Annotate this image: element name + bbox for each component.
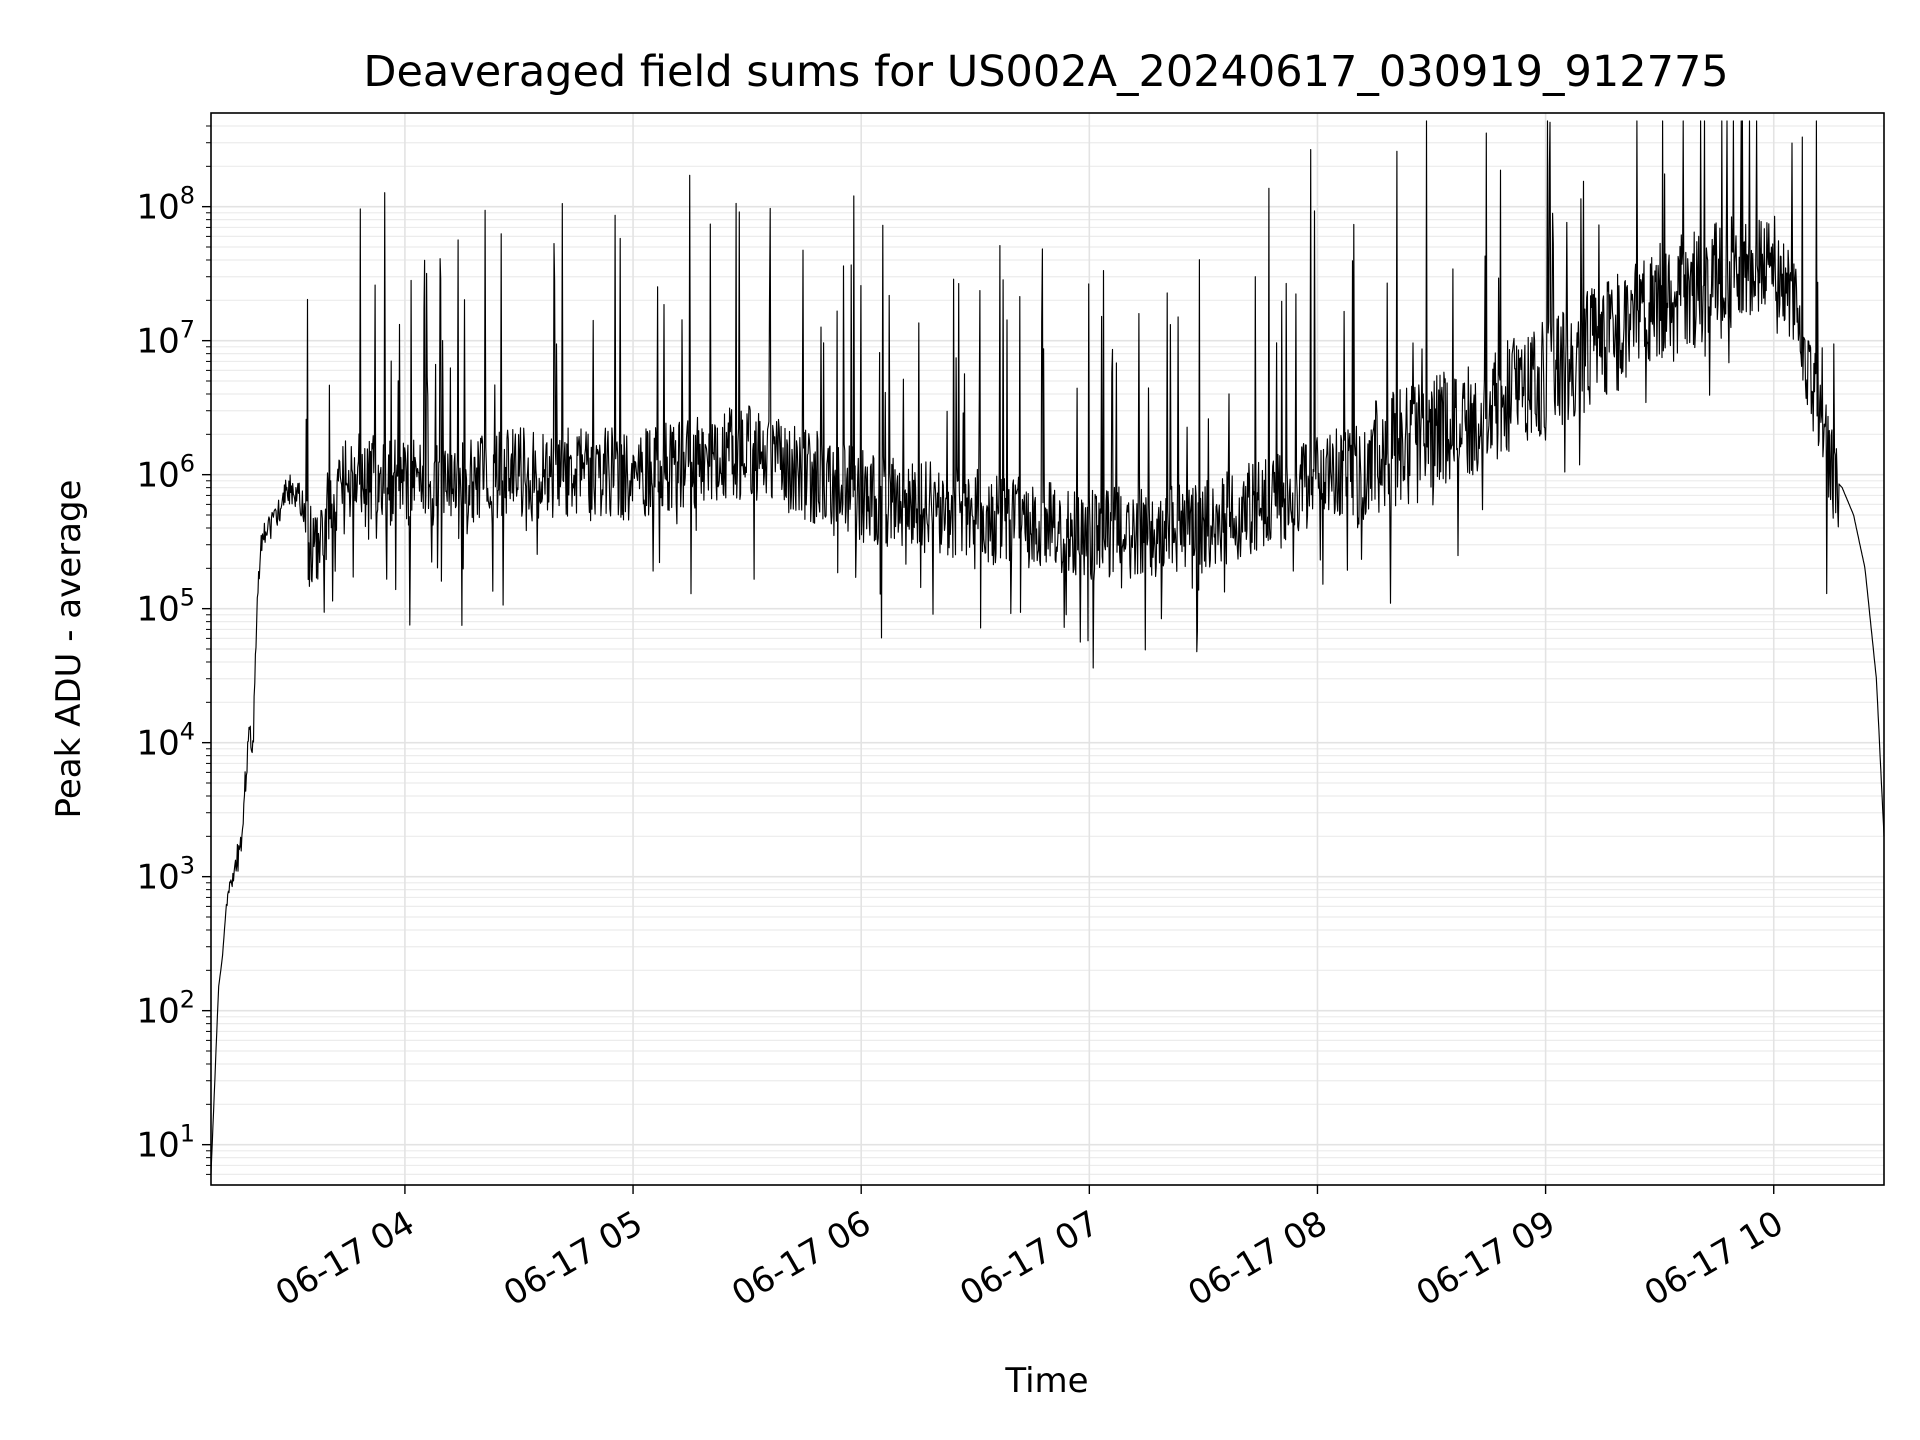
y-tick-label: 103 [136,852,195,898]
x-tick-label: 06-17 09 [1410,1203,1562,1314]
x-tick-label: 06-17 06 [725,1203,877,1314]
chart-title: Deaveraged field sums for US002A_2024061… [363,47,1728,97]
x-axis: 06-17 04 06-17 05 06-17 06 06-17 07 06-17 08… [269,1185,1790,1314]
y-tick-label: 105 [136,584,195,630]
y-axis-label: Peak ADU - average [49,480,89,819]
y-tick-label: 101 [136,1120,195,1166]
y-tick-label: 106 [136,450,195,496]
grid [211,113,1884,1185]
series-layer [210,120,1885,1175]
x-axis-label: Time [1004,1361,1088,1401]
y-tick-label: 102 [136,986,195,1032]
y-tick-label: 107 [136,316,195,362]
y-tick-label: 104 [136,718,195,764]
x-tick-label: 06-17 07 [953,1203,1105,1314]
x-tick-label: 06-17 04 [269,1203,421,1314]
y-tick-label: 108 [136,182,195,228]
x-tick-label: 06-17 10 [1638,1203,1790,1314]
x-tick-label: 06-17 05 [497,1203,649,1314]
x-tick-label: 06-17 08 [1182,1203,1334,1314]
y-axis: 101 102 103 104 105 106 107 108 [136,125,211,1175]
series-line [210,120,1885,1175]
